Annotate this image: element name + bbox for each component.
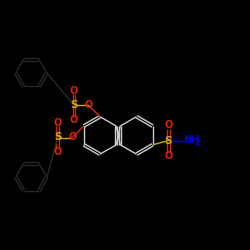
Text: O: O (54, 118, 62, 128)
Text: O: O (68, 132, 76, 142)
Text: 2: 2 (194, 138, 200, 147)
Text: S: S (70, 100, 78, 110)
Text: S: S (164, 136, 172, 145)
Text: O: O (84, 100, 93, 110)
Text: O: O (70, 86, 78, 96)
Text: NH: NH (183, 134, 200, 144)
Text: S: S (54, 132, 62, 142)
Text: O: O (70, 115, 78, 125)
Text: O: O (164, 151, 172, 161)
Text: O: O (54, 147, 62, 157)
Text: O: O (164, 120, 172, 130)
